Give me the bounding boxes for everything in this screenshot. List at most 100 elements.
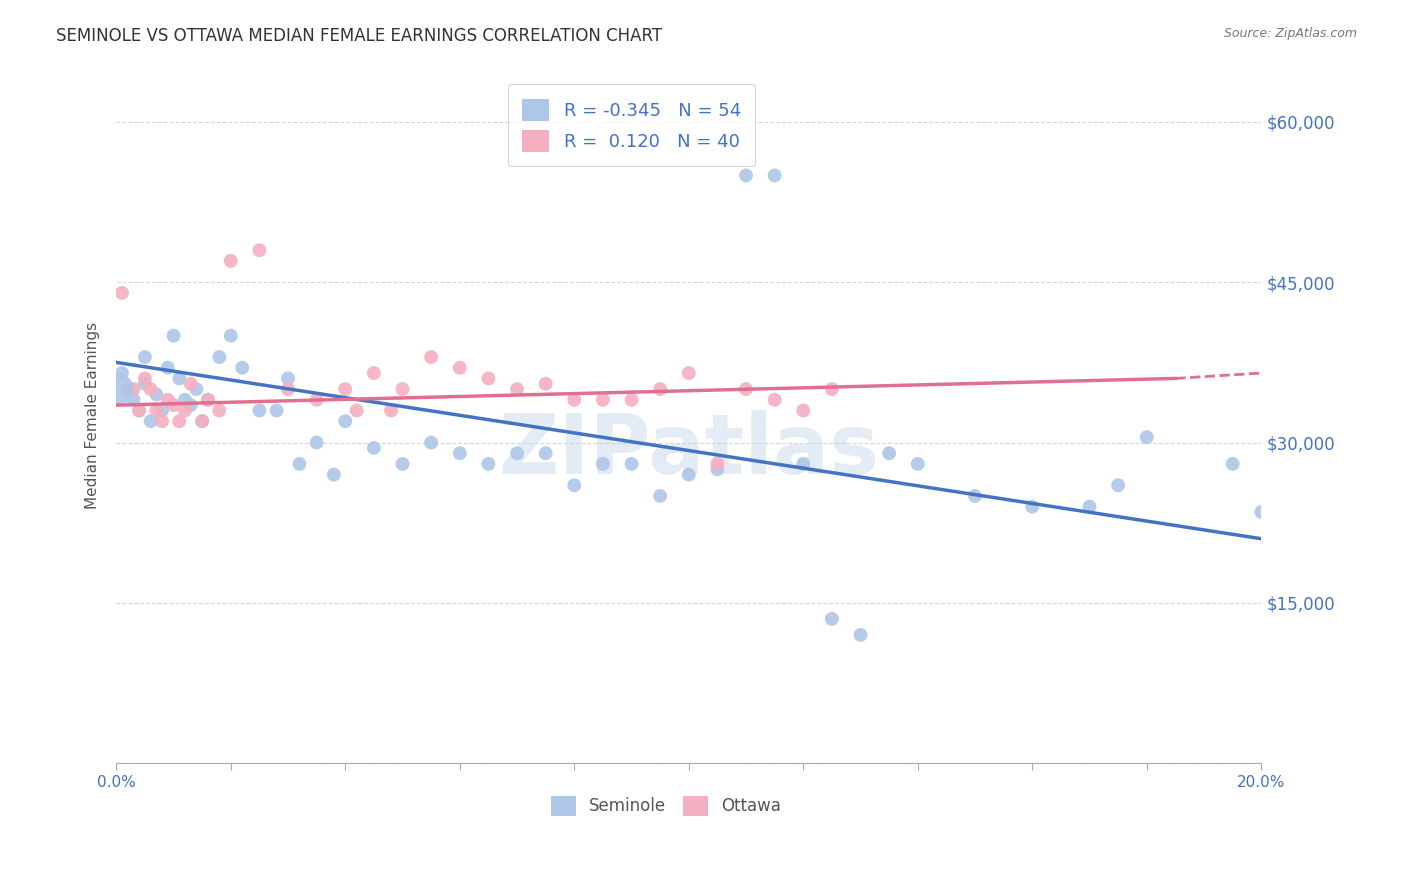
Point	[128, 403, 150, 417]
Point	[380, 403, 402, 417]
Point	[231, 360, 253, 375]
Point	[963, 489, 986, 503]
Point	[122, 392, 145, 407]
Point	[907, 457, 929, 471]
Point	[506, 382, 529, 396]
Point	[174, 403, 197, 417]
Point	[1250, 505, 1272, 519]
Point	[650, 382, 672, 396]
Point	[191, 414, 214, 428]
Text: SEMINOLE VS OTTAWA MEDIAN FEMALE EARNINGS CORRELATION CHART: SEMINOLE VS OTTAWA MEDIAN FEMALE EARNING…	[56, 27, 662, 45]
Point	[678, 366, 700, 380]
Text: ZIPatlas: ZIPatlas	[498, 410, 879, 491]
Point	[266, 403, 288, 417]
Point	[346, 403, 368, 417]
Point	[420, 350, 443, 364]
Point	[139, 414, 162, 428]
Point	[792, 457, 814, 471]
Point	[763, 392, 786, 407]
Point	[391, 382, 413, 396]
Point	[208, 403, 231, 417]
Point	[208, 350, 231, 364]
Point	[1021, 500, 1043, 514]
Point	[1107, 478, 1129, 492]
Point	[1222, 457, 1244, 471]
Point	[111, 285, 134, 300]
Point	[162, 398, 184, 412]
Point	[117, 382, 139, 396]
Point	[534, 446, 557, 460]
Point	[534, 376, 557, 391]
Point	[821, 382, 844, 396]
Point	[134, 371, 156, 385]
Point	[449, 446, 471, 460]
Point	[247, 403, 270, 417]
Point	[735, 169, 758, 183]
Y-axis label: Median Female Earnings: Median Female Earnings	[86, 322, 100, 509]
Point	[363, 441, 385, 455]
Point	[1136, 430, 1159, 444]
Point	[150, 414, 173, 428]
Point	[180, 376, 202, 391]
Point	[335, 414, 357, 428]
Point	[156, 360, 179, 375]
Point	[678, 467, 700, 482]
Point	[305, 392, 328, 407]
Point	[150, 403, 173, 417]
Point	[277, 371, 299, 385]
Point	[186, 382, 208, 396]
Point	[821, 612, 844, 626]
Point	[506, 446, 529, 460]
Point	[562, 478, 585, 492]
Point	[420, 435, 443, 450]
Point	[219, 328, 242, 343]
Point	[877, 446, 900, 460]
Point	[145, 403, 167, 417]
Point	[650, 489, 672, 503]
Point	[219, 253, 242, 268]
Point	[167, 371, 190, 385]
Point	[162, 328, 184, 343]
Point	[191, 414, 214, 428]
Point	[1078, 500, 1101, 514]
Point	[174, 392, 197, 407]
Point	[305, 435, 328, 450]
Point	[592, 457, 614, 471]
Point	[134, 350, 156, 364]
Point	[849, 628, 872, 642]
Text: Source: ZipAtlas.com: Source: ZipAtlas.com	[1223, 27, 1357, 40]
Point	[145, 387, 167, 401]
Point	[706, 457, 728, 471]
Point	[562, 392, 585, 407]
Point	[122, 382, 145, 396]
Point	[117, 382, 139, 396]
Point	[180, 398, 202, 412]
Point	[105, 382, 128, 396]
Point	[592, 392, 614, 407]
Point	[706, 462, 728, 476]
Point	[134, 376, 156, 391]
Point	[335, 382, 357, 396]
Point	[277, 382, 299, 396]
Legend: Seminole, Ottawa: Seminole, Ottawa	[543, 788, 789, 824]
Point	[247, 243, 270, 257]
Point	[477, 371, 499, 385]
Point	[197, 392, 219, 407]
Point	[620, 457, 643, 471]
Point	[167, 414, 190, 428]
Point	[763, 169, 786, 183]
Point	[111, 366, 134, 380]
Point	[792, 403, 814, 417]
Point	[288, 457, 311, 471]
Point	[322, 467, 344, 482]
Point	[197, 392, 219, 407]
Point	[139, 382, 162, 396]
Point	[363, 366, 385, 380]
Point	[156, 392, 179, 407]
Point	[391, 457, 413, 471]
Point	[128, 403, 150, 417]
Point	[735, 382, 758, 396]
Point	[620, 392, 643, 407]
Point	[449, 360, 471, 375]
Point	[477, 457, 499, 471]
